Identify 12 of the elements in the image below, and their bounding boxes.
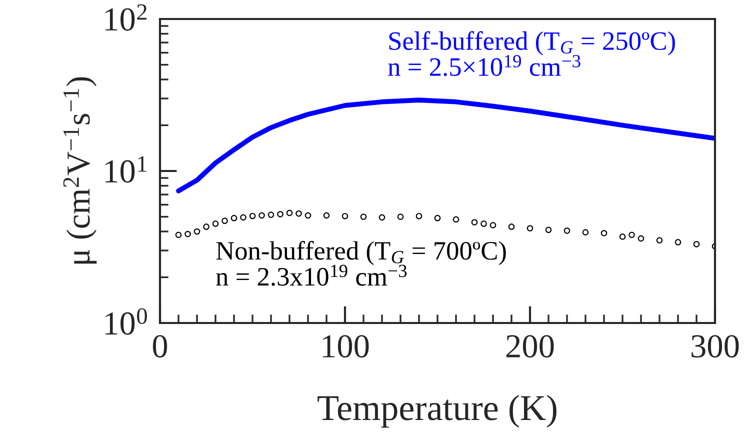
line-series [176, 98, 715, 194]
text: Self-buffered (T$_{G}$ = 250ºC) n = 2.5×10$^{19}$ cm$^{−3}$ [388, 31, 675, 76]
text: Non-buffered (T$_{G}$ = 700ºC) n = 2.3x10$^{19}$ cm$^{−3}$ [216, 240, 506, 286]
y-tick-label: 10$^{0}$ [105, 308, 147, 335]
x-axis-title: Temperature (K) [318, 394, 556, 428]
x-tick-label: 200 [506, 335, 554, 358]
y-tick-label: 10$^{1}$ [105, 156, 146, 183]
y-tick-label: 10$^{2}$ [105, 4, 147, 31]
x-tick-label: 300 [692, 335, 739, 358]
x-tick-label: 100 [322, 335, 369, 358]
x-tick-label: 0 [152, 335, 168, 358]
y-axis-title: μ (cm$^{2}$V$^{−1}$s$^{−1}$) [63, 77, 97, 264]
